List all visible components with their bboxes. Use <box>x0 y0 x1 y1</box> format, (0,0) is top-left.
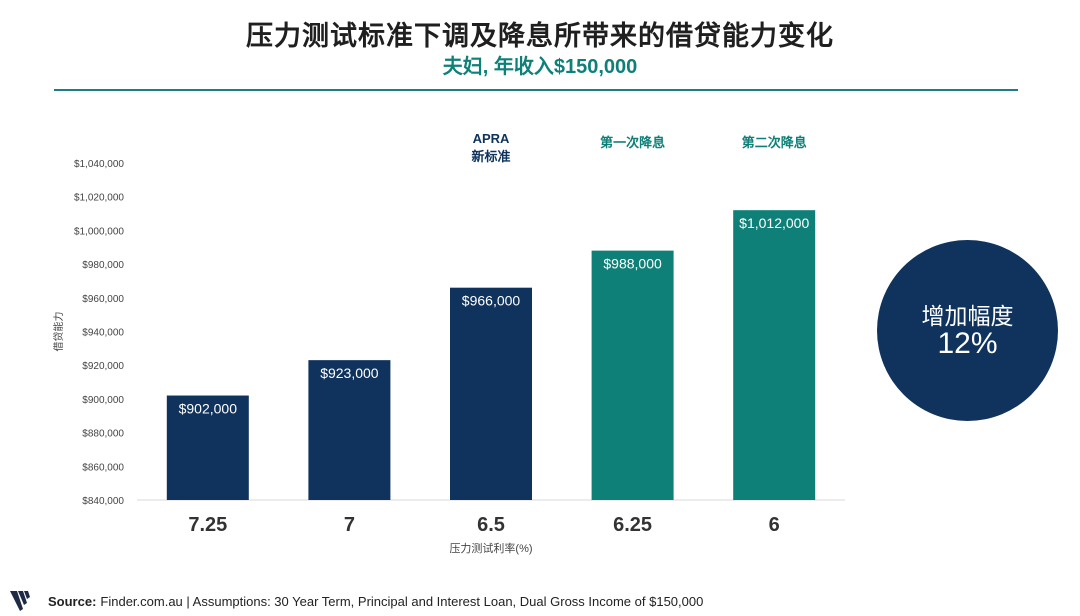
bar-annotation: APRA <box>473 131 510 146</box>
y-tick-label: $880,000 <box>82 429 124 440</box>
y-tick-label: $860,000 <box>82 462 124 473</box>
footer: Source: Finder.com.au | Assumptions: 30 … <box>8 589 703 613</box>
increase-badge: 增加幅度 12% <box>877 240 1058 421</box>
x-tick-label: 7 <box>344 514 355 536</box>
y-tick-label: $1,020,000 <box>74 193 124 204</box>
source-text: Finder.com.au | Assumptions: 30 Year Ter… <box>100 593 704 609</box>
x-tick-label: 6.25 <box>613 514 652 536</box>
y-tick-label: $960,000 <box>82 294 124 305</box>
y-tick-label: $840,000 <box>82 496 124 507</box>
x-tick-label: 6.5 <box>477 514 505 536</box>
bar-data-label: $966,000 <box>462 293 521 309</box>
bar-data-label: $1,012,000 <box>739 215 809 231</box>
header-divider <box>54 89 1018 91</box>
y-tick-label: $900,000 <box>82 395 124 406</box>
x-tick-label: 6 <box>769 514 780 536</box>
badge-value: 12% <box>937 327 998 360</box>
bar-6 <box>733 210 816 500</box>
source-label: Source: <box>48 593 97 609</box>
bar-7 <box>308 360 391 500</box>
y-tick-label: $920,000 <box>82 361 124 372</box>
bar-data-label: $923,000 <box>320 365 379 381</box>
chart-subtitle: 夫妇, 年收入$150,000 <box>442 56 638 78</box>
bar-6.5 <box>450 287 532 500</box>
y-tick-label: $940,000 <box>82 328 124 339</box>
finder-logo-icon <box>10 591 30 611</box>
y-axis-label: 借贷能力 <box>52 312 65 352</box>
bar-annotation: 第二次降息 <box>742 135 807 150</box>
y-tick-label: $980,000 <box>82 260 124 271</box>
x-tick-label: 7.25 <box>188 514 227 536</box>
bar-data-label: $902,000 <box>179 401 238 417</box>
bar-6.25 <box>591 250 674 500</box>
bar-annotation: 第一次降息 <box>600 135 665 150</box>
bar-7.25 <box>166 395 249 500</box>
y-tick-label: $1,040,000 <box>74 159 124 170</box>
chart-title: 压力测试标准下调及降息所带来的借贷能力变化 <box>246 21 834 51</box>
bar-data-label: $988,000 <box>603 256 662 272</box>
y-tick-label: $1,000,000 <box>74 226 124 237</box>
x-axis-label: 压力测试利率(%) <box>449 541 532 555</box>
bar-annotation: 新标准 <box>471 149 510 164</box>
badge-label: 增加幅度 <box>921 303 1014 329</box>
